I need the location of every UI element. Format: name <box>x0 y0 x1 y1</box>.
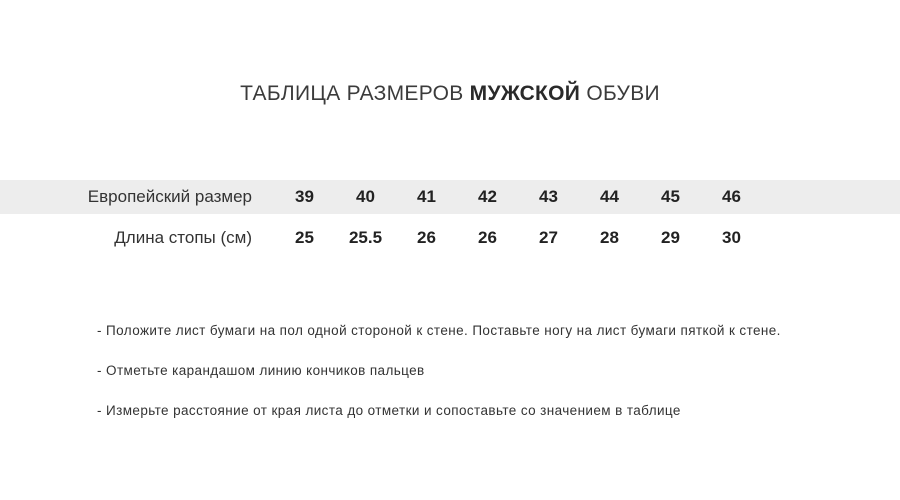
size-value-cell: 40 <box>356 187 375 206</box>
size-value-cell: 26 <box>417 228 436 247</box>
title-prefix: ТАБЛИЦА РАЗМЕРОВ <box>240 82 464 105</box>
size-value-cell: 25.5 <box>348 228 383 247</box>
size-value-cell: 44 <box>600 187 619 206</box>
size-value-cell: 42 <box>478 187 497 206</box>
title-suffix: ОБУВИ <box>586 82 660 105</box>
table-row: Длина стопы (см) 25 25.5 26 26 27 28 29 30 <box>0 221 900 255</box>
size-value-cell: 39 <box>295 187 314 206</box>
size-value-cell: 26 <box>478 228 497 247</box>
size-value-cell: 27 <box>539 228 558 247</box>
size-value-cell: 45 <box>661 187 680 206</box>
row-label: Длина стопы (см) <box>114 228 252 247</box>
size-value-cell: 41 <box>417 187 436 206</box>
size-value-cell: 30 <box>722 228 741 247</box>
size-value-cell: 28 <box>600 228 619 247</box>
size-value-cell: 43 <box>539 187 558 206</box>
size-table: Европейский размер 39 40 41 42 43 44 45 46 Длина … <box>0 180 900 255</box>
size-value-cell: 46 <box>722 187 741 206</box>
size-value-cell: 25 <box>295 228 314 247</box>
instruction-line: - Измерьте расстояние от края листа до о… <box>97 403 681 418</box>
measurement-instructions: - Положите лист бумаги на пол одной стор… <box>97 324 781 444</box>
instruction-line: - Положите лист бумаги на пол одной стор… <box>97 323 781 338</box>
page-title: ТАБЛИЦА РАЗМЕРОВ МУЖСКОЙ ОБУВИ <box>0 82 900 106</box>
instruction-line: - Отметьте карандашом линию кончиков пал… <box>97 363 425 378</box>
row-label: Европейский размер <box>87 187 252 206</box>
title-gender-highlight: МУЖСКОЙ <box>469 82 581 105</box>
table-row: Европейский размер 39 40 41 42 43 44 45 46 <box>0 180 900 214</box>
size-value-cell: 29 <box>661 228 680 247</box>
